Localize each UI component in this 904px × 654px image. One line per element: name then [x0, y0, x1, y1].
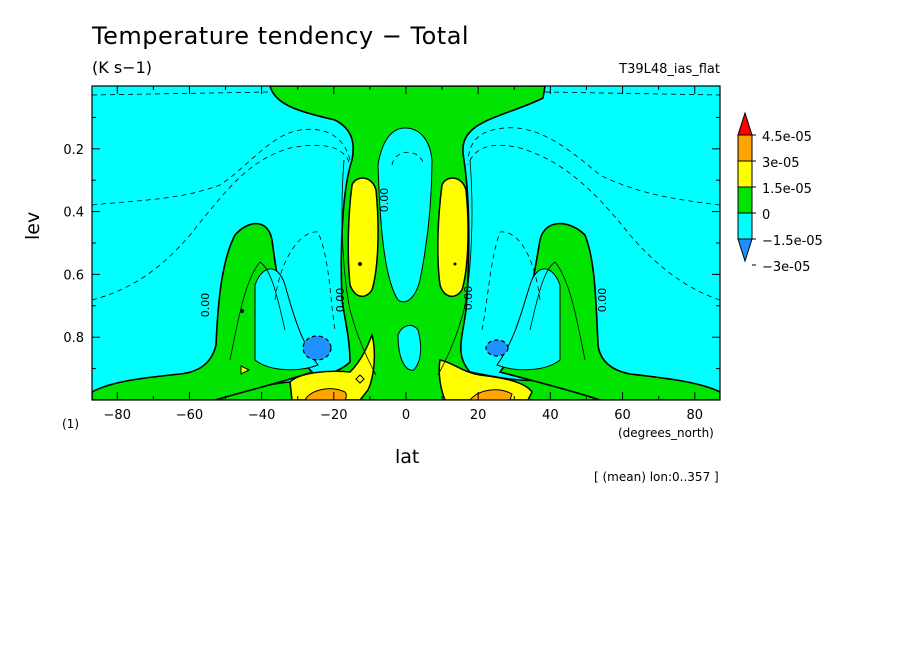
colorbar-label: 1.5e-05	[762, 182, 812, 197]
colorbar: 4.5e-05 3e-05 1.5e-05 0 −1.5e-05 −3e-05	[737, 111, 823, 275]
thin-contour-col-right	[437, 159, 473, 376]
dashed-contour-top	[92, 91, 720, 96]
blue-minimum-left	[302, 335, 332, 361]
x-tick-label: 40	[542, 408, 559, 423]
x-tick-label: −80	[104, 408, 131, 423]
yellow-surface-right	[438, 359, 533, 400]
field-layer	[92, 86, 720, 400]
level-note: (1)	[62, 417, 79, 431]
yellow-tower-right	[437, 177, 469, 297]
contour-label: 0.00	[199, 293, 212, 318]
x-axis-ticks: −80 −60 −40 −20 0 20 40 60 80	[104, 86, 703, 423]
contour-label: 0.00	[334, 288, 347, 313]
contour-label: 0.00	[462, 286, 475, 311]
dashed-contour-inner-right	[481, 231, 541, 331]
yellow-triangle-marker	[240, 365, 251, 375]
colorbar-cap-bottom	[737, 238, 753, 263]
thin-contour-right	[529, 261, 586, 361]
colorbar-label: 3e-05	[762, 156, 800, 171]
mean-note: [ (mean) lon:0..357 ]	[594, 470, 719, 484]
dashed-contour-center	[391, 151, 425, 166]
colorbar-label: −3e-05	[762, 260, 810, 275]
contour-label: 0.00	[378, 188, 391, 213]
chart-title: Temperature tendency − Total	[92, 22, 470, 50]
y-axis-ticks: 0.2 0.4 0.6 0.8	[63, 116, 720, 401]
small-diamond-marker	[355, 374, 365, 384]
colorbar-label: 4.5e-05	[762, 130, 812, 145]
chart-units: (K s−1)	[92, 58, 152, 77]
blue-minimum-right	[485, 339, 509, 357]
colorbar-label: −1.5e-05	[762, 234, 823, 249]
yellow-tower-left	[347, 177, 379, 297]
cyan-lobe-left	[254, 268, 319, 371]
y-tick-label: 0.2	[63, 143, 84, 158]
thin-contour-col-left	[341, 159, 377, 376]
x-axis-unit: (degrees_north)	[618, 426, 714, 440]
thin-contour-left	[229, 261, 286, 361]
y-tick-label: 0.6	[63, 268, 84, 283]
colorbar-swatch	[737, 160, 753, 188]
orange-surface-right	[469, 389, 513, 400]
contour-labels: 0.00 0.00 0.00 0.00 0.00	[199, 188, 609, 318]
cyan-lobe-right	[496, 268, 561, 371]
point-marker-center-right	[453, 262, 457, 266]
dashed-contour-right-2	[467, 127, 720, 206]
x-tick-label: 80	[686, 408, 703, 423]
colorbar-swatch	[737, 186, 753, 214]
x-tick-label: −20	[320, 408, 347, 423]
point-marker-center-left	[358, 262, 362, 266]
dashed-contour-right	[467, 144, 720, 301]
y-tick-label: 0.4	[63, 206, 84, 221]
x-tick-label: 20	[470, 408, 487, 423]
x-tick-label: −60	[176, 408, 203, 423]
yellow-surface-left	[289, 332, 376, 400]
colorbar-cap-top	[737, 111, 753, 136]
run-name: T39L48_ias_flat	[619, 62, 720, 77]
colorbar-label: 0	[762, 208, 770, 223]
x-tick-label: 60	[614, 408, 631, 423]
colorbar-swatch	[737, 212, 753, 240]
cyan-gap-upper	[377, 127, 433, 303]
x-tick-label: 0	[402, 408, 410, 423]
x-axis-label: lat	[395, 446, 420, 468]
y-tick-label: 0.8	[63, 331, 84, 346]
x-tick-label: −40	[248, 408, 275, 423]
colorbar-swatch	[737, 134, 753, 162]
point-marker-left	[240, 309, 244, 313]
contour-label: 0.00	[596, 288, 609, 313]
cyan-gap-lower	[397, 324, 422, 371]
